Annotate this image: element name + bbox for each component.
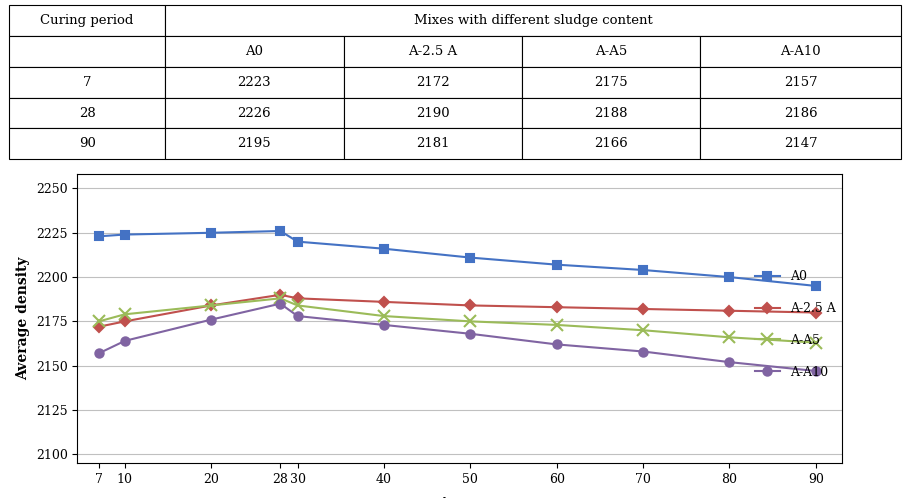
Bar [344, 67, 522, 98]
Text: 2157: 2157 [784, 76, 817, 89]
Line: A-A5: A-A5 [94, 293, 822, 348]
Bar [165, 36, 344, 67]
Text: 2226: 2226 [238, 107, 271, 120]
Text: 2186: 2186 [784, 107, 817, 120]
A0 [724, 274, 735, 280]
Text: 2188: 2188 [594, 107, 628, 120]
Bar [9, 128, 165, 159]
Bar [9, 67, 165, 98]
A0 [465, 254, 476, 260]
A0 [292, 239, 303, 245]
A-A5 [811, 340, 822, 346]
A-A10 [206, 317, 217, 323]
Text: 2181: 2181 [416, 137, 450, 150]
Text: A-A5: A-A5 [595, 45, 627, 58]
A0 [811, 283, 822, 289]
A-A5 [638, 327, 649, 333]
Text: 2175: 2175 [594, 76, 628, 89]
A-2.5 A [206, 302, 217, 308]
A-A10 [638, 349, 649, 355]
Text: 2147: 2147 [784, 137, 817, 150]
Bar [701, 128, 901, 159]
Text: A-A10: A-A10 [780, 45, 821, 58]
Line: A-A10: A-A10 [95, 299, 820, 375]
Legend: A0, A-2.5 A, A-A5, A-A10: A0, A-2.5 A, A-A5, A-A10 [754, 270, 835, 378]
A-A10 [465, 331, 476, 337]
A0 [119, 232, 130, 238]
A-A10 [724, 359, 735, 365]
A-2.5 A [465, 302, 476, 308]
A-A10 [275, 301, 286, 307]
Text: 2195: 2195 [238, 137, 271, 150]
A0 [94, 234, 105, 240]
Bar [9, 98, 165, 128]
A-A10 [119, 338, 130, 344]
Bar [9, 36, 165, 67]
Text: 2190: 2190 [416, 107, 450, 120]
Text: Mixes with different sludge content: Mixes with different sludge content [414, 14, 652, 27]
A-2.5 A [94, 324, 105, 330]
Text: A0: A0 [246, 45, 263, 58]
Text: 2166: 2166 [594, 137, 628, 150]
Bar [165, 128, 344, 159]
A-2.5 A [551, 304, 562, 310]
A0 [638, 267, 649, 273]
Text: 2172: 2172 [416, 76, 450, 89]
A-A5 [292, 302, 303, 308]
Bar [9, 5, 165, 36]
A-2.5 A [379, 299, 389, 305]
Bar [701, 67, 901, 98]
Line: A-2.5 A: A-2.5 A [96, 291, 819, 330]
A-A5 [94, 318, 105, 324]
A-2.5 A [638, 306, 649, 312]
A-2.5 A [119, 318, 130, 324]
A-A5 [275, 295, 286, 301]
A-A10 [811, 368, 822, 374]
A-A10 [292, 313, 303, 319]
A-A5 [724, 334, 735, 340]
A-2.5 A [811, 310, 822, 316]
A-A10 [379, 322, 389, 328]
A0 [206, 230, 217, 236]
A-2.5 A [275, 292, 286, 298]
X-axis label: Curing Age: Curing Age [407, 497, 512, 498]
Bar [165, 67, 344, 98]
Text: 90: 90 [78, 137, 96, 150]
Bar [701, 98, 901, 128]
A-A10 [94, 350, 105, 356]
A0 [275, 228, 286, 234]
A-2.5 A [724, 308, 735, 314]
Y-axis label: Average density: Average density [16, 257, 30, 380]
A-A5 [465, 318, 476, 324]
A-A5 [206, 302, 217, 308]
Text: 7: 7 [83, 76, 91, 89]
Bar [344, 128, 522, 159]
A-A5 [551, 322, 562, 328]
Bar [344, 98, 522, 128]
Text: 28: 28 [79, 107, 96, 120]
A-2.5 A [292, 295, 303, 301]
A-A5 [119, 311, 130, 317]
Text: Curing period: Curing period [40, 14, 134, 27]
Bar [701, 36, 901, 67]
Bar [522, 98, 701, 128]
Bar [165, 98, 344, 128]
Text: 2223: 2223 [238, 76, 271, 89]
Bar [522, 36, 701, 67]
Bar [344, 36, 522, 67]
A0 [551, 261, 562, 267]
Bar [522, 128, 701, 159]
Bar [165, 5, 901, 36]
Bar [522, 67, 701, 98]
A0 [379, 246, 389, 251]
Text: A-2.5 A: A-2.5 A [409, 45, 457, 58]
A-A5 [379, 313, 389, 319]
A-A10 [551, 342, 562, 348]
Line: A0: A0 [95, 227, 820, 290]
